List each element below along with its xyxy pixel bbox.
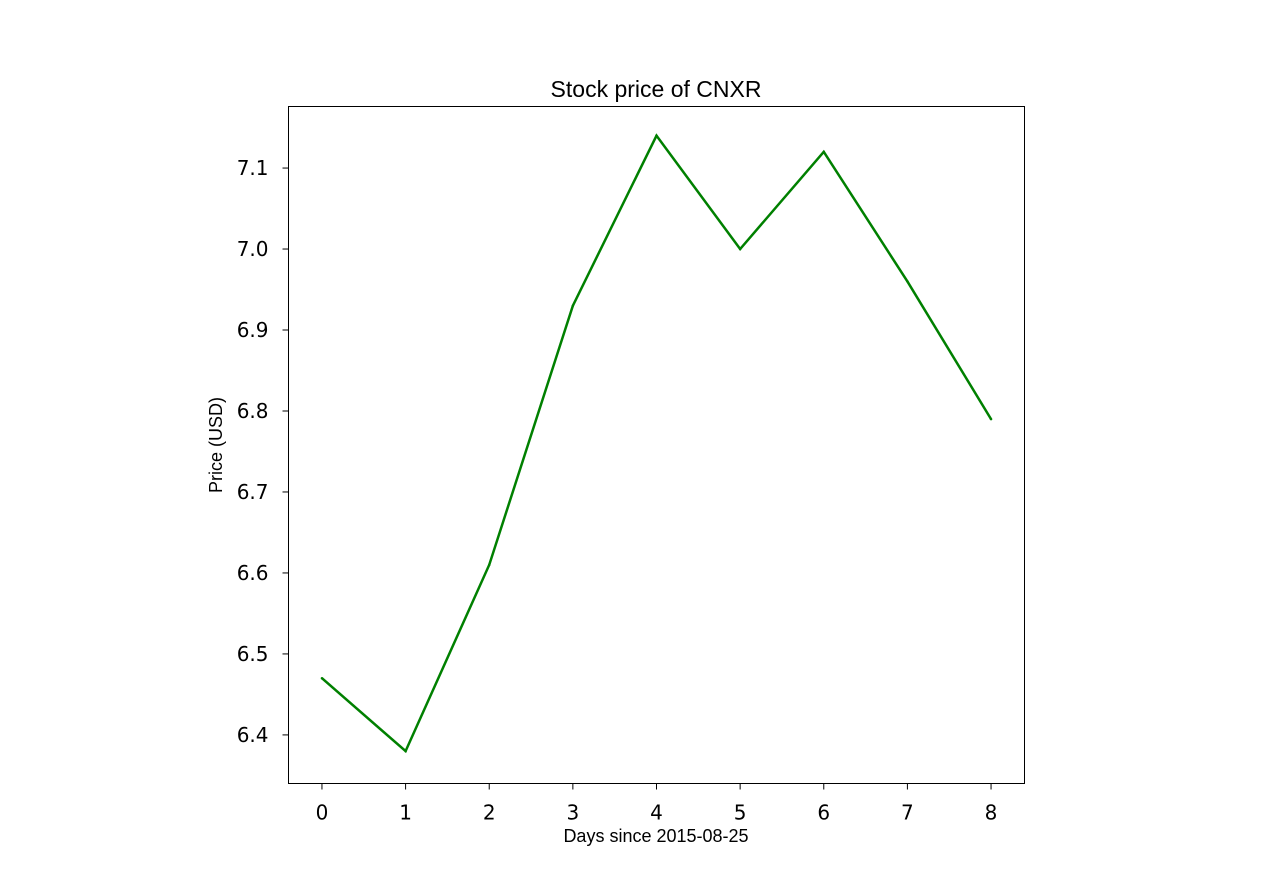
- x-axis-label: Days since 2015-08-25: [563, 826, 748, 846]
- data-point: [989, 417, 993, 421]
- y-axis-label: Price (USD): [206, 397, 226, 493]
- x-tick-label: 4: [650, 801, 663, 825]
- y-tick-label: 6.4: [237, 723, 269, 747]
- data-point: [906, 280, 909, 283]
- data-point: [738, 247, 742, 251]
- series-layer: [320, 133, 993, 754]
- x-tick-label: 5: [734, 801, 747, 825]
- data-point: [571, 304, 575, 307]
- data-point: [404, 749, 407, 753]
- chart-title: Stock price of CNXR: [551, 76, 762, 102]
- plot-area: [288, 106, 1025, 784]
- x-tick-label: 2: [483, 801, 496, 825]
- y-tick-label: 6.9: [237, 318, 269, 342]
- y-tick-label: 7.0: [237, 237, 269, 261]
- y-tick-label: 7.1: [237, 156, 269, 180]
- x-tick-label: 6: [817, 801, 830, 825]
- y-tick-label: 6.5: [237, 642, 269, 666]
- x-tick-label: 0: [316, 801, 329, 825]
- y-tick-label: 6.8: [237, 399, 269, 423]
- data-point: [822, 150, 826, 154]
- data-point: [655, 134, 658, 137]
- x-axis: 0 1 2 3 4 5 6 7 8: [316, 783, 998, 825]
- data-point: [320, 676, 324, 680]
- x-tick-label: 3: [566, 801, 579, 825]
- y-axis: 6.4 6.5 6.6 6.7 6.8 6.9 7.0 7.1: [237, 156, 289, 747]
- x-tick-label: 8: [985, 801, 998, 825]
- y-tick-label: 6.7: [237, 480, 269, 504]
- x-tick-label: 1: [399, 801, 412, 825]
- data-point: [487, 563, 491, 567]
- x-tick-label: 7: [901, 801, 914, 825]
- series-line: [321, 133, 993, 754]
- y-tick-label: 6.6: [237, 561, 269, 585]
